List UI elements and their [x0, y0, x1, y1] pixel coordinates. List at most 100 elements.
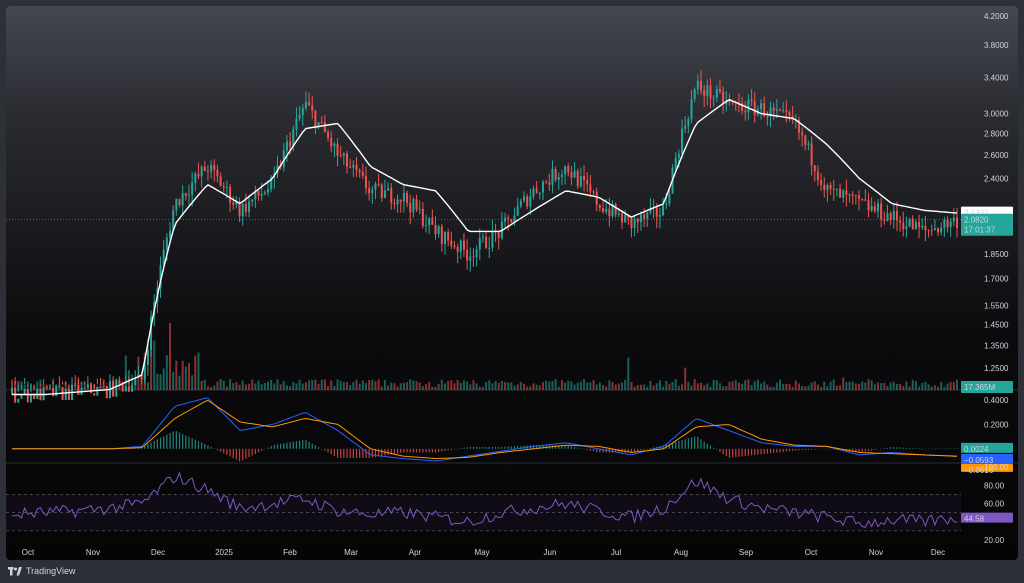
macd-histogram-bar — [412, 448, 414, 453]
volume-bar — [450, 380, 453, 390]
macd-histogram-bar — [861, 448, 863, 452]
candle-body — [282, 150, 285, 168]
time-axis-label-0: Oct — [22, 548, 35, 557]
candle-body — [693, 89, 696, 100]
volume-bar — [801, 385, 804, 390]
candle-body — [848, 194, 851, 196]
volume-bar — [412, 380, 415, 390]
candle-body — [861, 198, 864, 200]
candle-body — [835, 188, 838, 190]
candle-body — [801, 132, 804, 136]
macd-histogram-bar — [178, 432, 181, 449]
volume-bar — [203, 379, 206, 390]
volume-bar — [443, 383, 446, 390]
candle-body — [481, 236, 484, 239]
candle-body — [336, 143, 339, 156]
macd-histogram-bar — [201, 442, 203, 449]
candle-body — [260, 193, 263, 196]
volume-bar — [453, 383, 456, 390]
candle-body — [845, 190, 848, 195]
macd-histogram-bar — [852, 448, 854, 452]
candle-body — [608, 208, 611, 217]
price-tick-label: 4.2000 — [984, 12, 1009, 21]
macd-histogram-bar — [172, 431, 174, 449]
macd-histogram-bar — [880, 448, 882, 450]
volume-bar — [267, 381, 270, 390]
volume-bar — [570, 381, 573, 390]
volume-bar — [775, 382, 778, 390]
tradingview-brand[interactable]: TradingView — [8, 566, 76, 576]
price-tick-label: 2.4000 — [984, 174, 1009, 183]
macd-histogram-bar — [757, 448, 759, 455]
chart-svg[interactable]: 4.2000 3.8000 3.4000 3.0000 2.8000 2.6000 2.40… — [6, 6, 1018, 560]
rsi-tick-label: 20.00 — [984, 536, 1005, 545]
macd-histogram-bar — [349, 448, 351, 458]
candle-body — [301, 108, 304, 116]
candle-body — [785, 110, 788, 113]
macd-histogram-bar — [678, 440, 680, 449]
candle-body — [497, 232, 500, 238]
macd-histogram-bar — [583, 448, 585, 450]
candle-body — [933, 228, 936, 231]
volume-bar — [690, 385, 693, 390]
price-tick-label: 2.8000 — [984, 130, 1009, 139]
macd-histogram-bar — [343, 448, 345, 458]
volume-bar — [725, 386, 728, 390]
volume-bar — [854, 383, 857, 390]
candle-body — [402, 192, 405, 202]
candle-body — [140, 374, 143, 380]
volume-bar — [848, 381, 851, 390]
volume-bar — [573, 384, 576, 390]
macd-histogram-bar — [210, 446, 212, 449]
candle-body — [216, 169, 219, 177]
price-tick-label: 1.7000 — [984, 275, 1009, 284]
macd-histogram-bar — [747, 448, 750, 456]
macd-histogram-bar — [864, 448, 866, 452]
candle-body — [184, 193, 187, 196]
candle-body — [510, 219, 513, 223]
candle-body — [677, 154, 680, 158]
macd-histogram-bar — [956, 448, 958, 449]
last-price-tag-label: 17:01:37 — [964, 226, 996, 235]
volume-bar — [557, 386, 560, 390]
volume-bar — [374, 381, 377, 390]
candle-body — [507, 217, 510, 220]
macd-histogram-bar — [918, 448, 920, 450]
macd-histogram-bar — [387, 448, 389, 455]
candle-body — [655, 206, 658, 217]
macd-histogram-bar — [671, 442, 674, 449]
volume-bar — [873, 384, 876, 390]
volume-bar — [611, 382, 614, 390]
candle-body — [102, 385, 105, 388]
candle-body — [602, 208, 605, 212]
rsi-line — [11, 471, 958, 529]
price-tick-label: 3.0000 — [984, 110, 1009, 119]
volume-bar — [323, 379, 326, 390]
candle-body — [74, 384, 77, 386]
volume-bar — [488, 380, 491, 390]
candle-body — [797, 119, 800, 133]
candle-body — [763, 103, 766, 117]
volume-bar — [462, 380, 465, 390]
candle-body — [225, 186, 228, 188]
volume-bar — [791, 386, 794, 390]
macd-histogram-bar — [248, 448, 250, 458]
macd-histogram-bar — [311, 443, 313, 449]
price-tick-label: 3.4000 — [984, 73, 1009, 82]
candle-body — [504, 217, 507, 222]
last-price-tag-label: 2.0820 — [964, 216, 989, 225]
rsi-tick-label: 80.00 — [984, 481, 1005, 490]
macd-histogram-bar — [532, 445, 535, 449]
candle-body — [200, 166, 203, 177]
candle-body — [134, 378, 137, 385]
macd-histogram-bar — [643, 448, 645, 450]
candle-body — [118, 379, 121, 385]
macd-histogram-bar — [336, 448, 339, 458]
volume-bar — [380, 386, 383, 390]
macd-histogram-bar — [466, 447, 468, 449]
candle-body — [699, 80, 702, 91]
volume-bar — [393, 383, 396, 390]
volume-bar — [598, 382, 601, 390]
candle-body — [187, 194, 190, 196]
volume-bar — [415, 381, 418, 390]
